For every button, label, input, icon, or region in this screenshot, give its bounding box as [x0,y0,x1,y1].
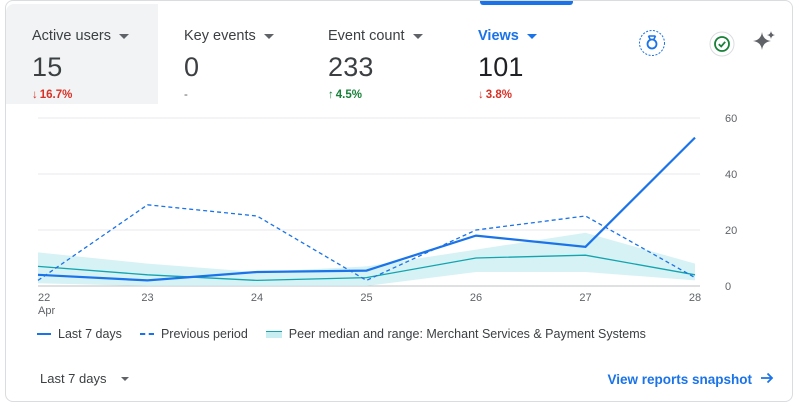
check-circle-icon[interactable] [708,30,736,58]
award-badge-icon[interactable] [638,29,666,57]
arrow-down-icon: ↓ [32,89,38,101]
metric-label: Event count [328,28,405,44]
x-tick-label: 26 [470,292,482,304]
metric-value: 0 [184,52,200,82]
metric-change: ↑ 4.5% [328,89,362,101]
views-overview-card: Active users 15 ↓ 16.7% Key events 0 - Ev… [5,0,793,402]
metric-views[interactable]: Views 101 ↓ 3.8% [452,4,604,104]
x-tick-label: 27 [579,292,591,304]
link-label: View reports snapshot [607,372,752,387]
x-tick-label: 25 [360,292,372,304]
metric-label: Active users [32,28,111,44]
dashed-line-swatch [139,333,154,335]
legend-item-peer-range[interactable]: Peer median and range: Merchant Services… [265,327,646,341]
legend-label: Last 7 days [58,327,122,341]
caret-down-icon [120,376,129,381]
y-tick-label: 40 [725,169,737,181]
last-7-days-line [37,136,696,282]
sparkle-icon[interactable] [751,28,779,56]
metric-key-events[interactable]: Key events 0 - [158,4,310,104]
metric-value: 15 [32,52,63,82]
caret-down-icon [526,33,537,39]
peer-range-band [38,232,695,286]
metric-label: Views [478,28,519,44]
x-tick-label: 23 [141,292,153,304]
y-tick-label: 60 [725,113,737,125]
metric-event-count[interactable]: Event count 233 ↑ 4.5% [302,4,454,104]
x-tick-label: 22 [38,292,50,304]
solid-line-swatch [37,333,51,335]
metric-value: 233 [328,52,374,82]
caret-down-icon [412,33,423,39]
view-reports-snapshot-link[interactable]: View reports snapshot [607,371,774,388]
caret-down-icon [263,33,274,39]
band-swatch [265,330,282,338]
views-line-chart: 60 40 20 0 22 23 24 25 26 27 28 Apr [37,113,737,317]
x-month-label: Apr [38,305,55,317]
legend-item-last-7-days[interactable]: Last 7 days [37,327,122,341]
metric-change: ↓ 16.7% [32,89,73,101]
metric-value: 101 [478,52,524,82]
date-range-label: Last 7 days [40,371,107,386]
metric-change: - [184,89,188,101]
y-tick-label: 0 [725,281,731,293]
metric-active-users[interactable]: Active users 15 ↓ 16.7% [6,4,158,104]
legend-label: Previous period [160,327,248,341]
arrow-down-icon: ↓ [478,89,484,101]
metric-label: Key events [184,28,256,44]
legend-label: Peer median and range: Merchant Services… [288,327,646,341]
x-tick-label: 28 [689,292,701,304]
date-range-dropdown[interactable]: Last 7 days [40,371,129,386]
chart-legend: Last 7 days Previous period Peer median … [37,327,646,341]
peer-median-line [37,254,696,282]
arrow-up-icon: ↑ [328,89,334,101]
selected-metric-indicator [480,1,573,5]
y-tick-label: 20 [725,225,737,237]
caret-down-icon [118,33,129,39]
metric-change: ↓ 3.8% [478,89,512,101]
x-tick-label: 24 [251,292,263,304]
previous-period-line [37,204,696,282]
legend-item-previous-period[interactable]: Previous period [139,327,248,341]
arrow-right-icon [760,371,774,388]
